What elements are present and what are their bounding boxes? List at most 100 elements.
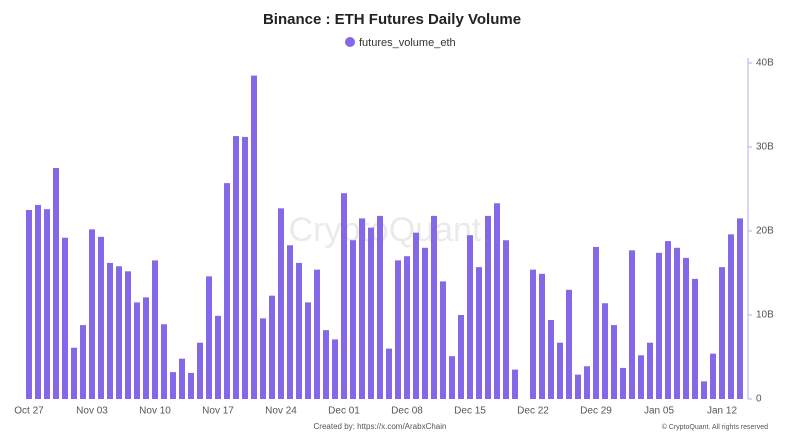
bar (197, 342, 203, 399)
bar (35, 204, 41, 399)
bar (98, 236, 104, 399)
bar (692, 278, 698, 399)
x-tick-label: Oct 27 (14, 406, 44, 417)
watermark: CryptoQuant (289, 211, 482, 249)
bar (638, 355, 644, 399)
bar (26, 210, 32, 399)
bar (629, 250, 635, 399)
bar (296, 262, 302, 399)
x-tick-label: Jan 12 (707, 406, 737, 417)
x-tick-label: Nov 10 (139, 406, 171, 417)
x-tick-label: Nov 24 (265, 406, 297, 417)
bar (476, 267, 482, 399)
bar (305, 302, 311, 399)
x-tick-label: Dec 29 (580, 406, 612, 417)
bar (503, 240, 509, 399)
bar (179, 358, 185, 399)
bar (62, 237, 68, 399)
bar (44, 209, 50, 399)
bar (395, 260, 401, 399)
bar (593, 246, 599, 399)
bar (224, 183, 230, 399)
y-tick-label: 30B (756, 142, 774, 153)
x-tick-label: Dec 22 (517, 406, 549, 417)
bar (323, 330, 329, 399)
bar (413, 232, 419, 399)
x-tick-label: Nov 17 (202, 406, 234, 417)
bar (719, 267, 725, 399)
bar (161, 324, 167, 399)
bar (557, 342, 563, 399)
y-tick-label: 10B (756, 310, 774, 321)
bar (377, 215, 383, 399)
bar (440, 281, 446, 399)
bar (314, 269, 320, 399)
bar (269, 295, 275, 399)
bar (134, 302, 140, 399)
bar (683, 257, 689, 399)
bar (674, 247, 680, 399)
x-tick-label: Dec 01 (328, 406, 360, 417)
legend-swatch (345, 37, 355, 47)
y-tick-label: 0 (756, 394, 762, 405)
bar (260, 318, 266, 399)
legend-label: futures_volume_eth (359, 37, 456, 49)
bar (242, 136, 248, 400)
bar (233, 136, 239, 399)
y-tick-label: 40B (756, 58, 774, 69)
bar (467, 235, 473, 399)
bar (188, 372, 194, 399)
bar (386, 348, 392, 399)
y-tick-label: 20B (756, 226, 774, 237)
copyright: © CryptoQuant. All rights reserved (662, 423, 768, 431)
bar (404, 256, 410, 399)
x-tick-label: Jan 05 (644, 406, 674, 417)
bar (350, 240, 356, 399)
credit: Created by: https://x.com/ArabxChain (314, 422, 447, 431)
bar (89, 229, 95, 399)
bar (620, 367, 626, 399)
bar (125, 271, 131, 399)
bar (512, 369, 518, 399)
bar (494, 203, 500, 399)
bar (278, 208, 284, 399)
bar (107, 262, 113, 399)
bar (575, 374, 581, 399)
bar (53, 168, 59, 399)
bar (206, 276, 212, 399)
bar (485, 215, 491, 399)
bar (665, 241, 671, 399)
bar (539, 273, 545, 399)
bar (611, 325, 617, 399)
bar (332, 339, 338, 399)
bar (71, 347, 77, 399)
bar (602, 303, 608, 399)
bar (584, 366, 590, 399)
bar (566, 289, 572, 399)
bar (341, 193, 347, 399)
bar (701, 381, 707, 399)
bar (116, 266, 122, 399)
bar (251, 75, 257, 399)
bar (647, 342, 653, 399)
x-tick-label: Nov 03 (76, 406, 108, 417)
bar (422, 247, 428, 399)
bar (80, 325, 86, 399)
bar (359, 218, 365, 399)
bar (170, 372, 176, 399)
bar (152, 260, 158, 399)
bar (710, 353, 716, 399)
bar (287, 245, 293, 399)
bar (449, 356, 455, 399)
bar (458, 315, 464, 399)
x-tick-label: Dec 15 (454, 406, 486, 417)
bar (431, 215, 437, 399)
bar (728, 234, 734, 399)
bar (215, 315, 221, 399)
x-tick-label: Dec 08 (391, 406, 423, 417)
bar (548, 320, 554, 399)
bar (143, 297, 149, 399)
bar (530, 269, 536, 399)
chart-title: Binance : ETH Futures Daily Volume (263, 11, 521, 28)
